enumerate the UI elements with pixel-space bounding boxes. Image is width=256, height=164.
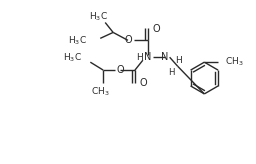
Text: $\mathregular{H_3C}$: $\mathregular{H_3C}$ — [89, 10, 108, 23]
Text: O: O — [124, 35, 132, 45]
Text: $\mathregular{CH_3}$: $\mathregular{CH_3}$ — [91, 86, 110, 98]
Text: O: O — [153, 24, 161, 34]
Text: O: O — [140, 78, 147, 88]
Text: $\mathregular{H_3C}$: $\mathregular{H_3C}$ — [68, 34, 87, 47]
Text: $\mathregular{CH_3}$: $\mathregular{CH_3}$ — [225, 56, 244, 68]
Text: O: O — [116, 65, 124, 75]
Text: N: N — [144, 52, 152, 62]
Text: H: H — [176, 56, 182, 65]
Text: N: N — [161, 52, 168, 62]
Text: H: H — [168, 68, 175, 77]
Text: $\mathregular{H_3C}$: $\mathregular{H_3C}$ — [63, 52, 82, 64]
Text: H: H — [136, 53, 143, 62]
